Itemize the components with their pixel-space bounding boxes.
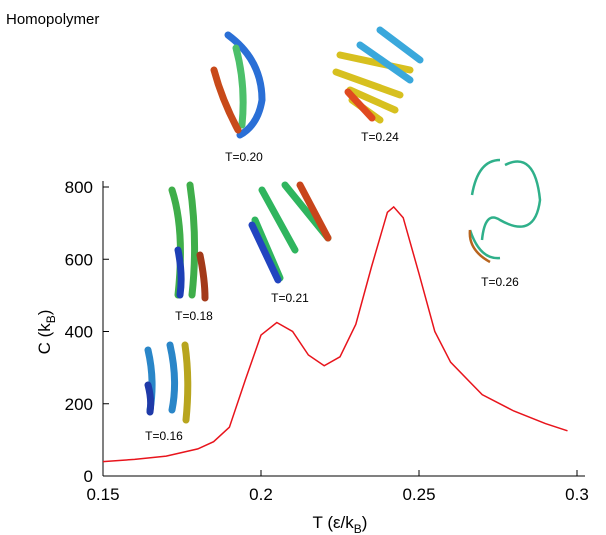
- cartoon: [468, 229, 491, 264]
- cartoon: [248, 221, 282, 284]
- y-tick-label: 200: [65, 395, 93, 414]
- x-axis-label: T (ε/kB): [313, 513, 368, 535]
- y-axis-label: C (kB): [35, 310, 58, 355]
- cartoon: [468, 158, 542, 260]
- cartoon: [332, 51, 414, 124]
- y-tick-label: 400: [65, 323, 93, 342]
- annotation: T=0.20: [225, 150, 263, 164]
- y-tick-label: 800: [65, 178, 93, 197]
- cartoon: [224, 31, 266, 139]
- annotation: T=0.26: [481, 275, 519, 289]
- x-tick-label: 0.3: [565, 485, 589, 504]
- x-label-sub: B: [354, 522, 362, 535]
- y-label-main: C (k: [35, 323, 54, 355]
- cartoon: [251, 181, 332, 282]
- line-series: [102, 205, 568, 463]
- annotation: T=0.24: [361, 130, 399, 144]
- cartoon: [356, 26, 424, 84]
- structure-cartoons: [144, 26, 542, 424]
- y-tick-label: 0: [84, 467, 93, 486]
- y-tick-label: 600: [65, 250, 93, 269]
- x-tick-label: 0.25: [402, 485, 435, 504]
- cartoon: [144, 381, 155, 416]
- x-tick-label: 0.15: [86, 485, 119, 504]
- chart-title: Homopolymer: [6, 11, 99, 28]
- y-label-sub: B: [44, 315, 58, 323]
- cartoon: [181, 341, 192, 424]
- annotation: T=0.18: [175, 309, 213, 323]
- cartoon: [196, 251, 209, 302]
- cartoon: [210, 66, 242, 134]
- cartoon: [296, 181, 332, 242]
- cartoon: [232, 44, 247, 129]
- x-label-end: ): [362, 513, 368, 532]
- x-tick-label: 0.2: [249, 485, 273, 504]
- annotation: T=0.16: [145, 429, 183, 443]
- cartoon: [344, 88, 376, 122]
- x-label-main: T (ε/k: [313, 513, 355, 532]
- cartoon: [174, 246, 185, 299]
- y-label-end: ): [35, 310, 54, 316]
- annotation: T=0.21: [271, 291, 309, 305]
